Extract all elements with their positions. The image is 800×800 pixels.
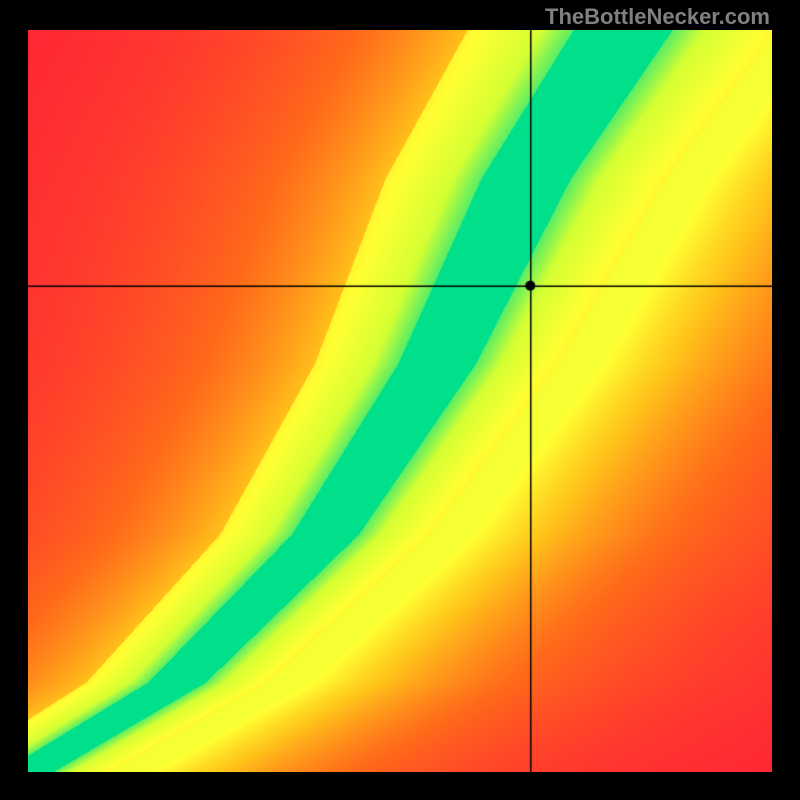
chart-container: TheBottleNecker.com [0, 0, 800, 800]
bottleneck-heatmap [28, 30, 772, 772]
watermark-text: TheBottleNecker.com [545, 4, 770, 30]
